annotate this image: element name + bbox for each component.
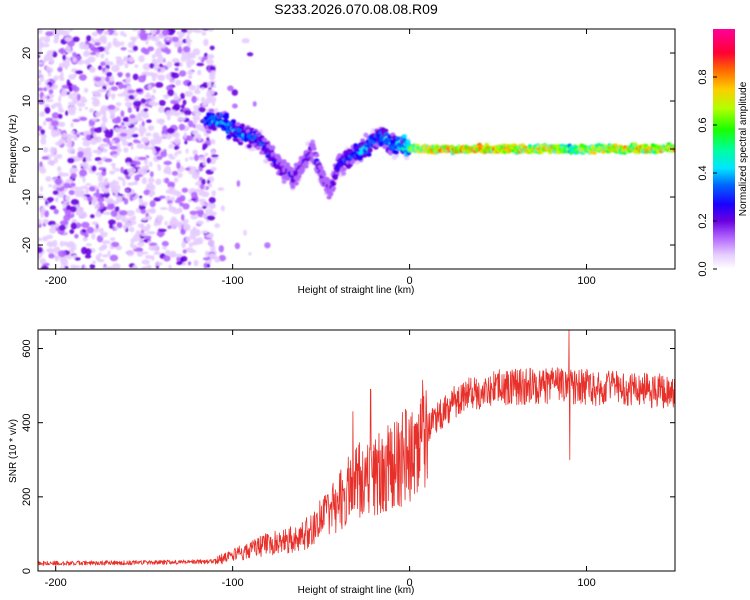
snr-y-tick-label: 0 — [21, 568, 33, 574]
snr-x-axis-label: Height of straight line (km) — [298, 585, 415, 596]
colorbar-gradient — [713, 29, 735, 269]
colorbar-tick-label: 0.2 — [697, 213, 709, 228]
colorbar-ticks: 0.0 0.2 0.4 0.6 0.8 — [697, 69, 717, 277]
colorbar-label: Normalized spectral amplitude — [738, 81, 749, 216]
spectrogram-y-tick-label: -10 — [21, 189, 33, 205]
spectrogram-x-tick-label: 0 — [407, 275, 413, 287]
snr-x-tick-label: -100 — [222, 577, 244, 589]
spectrogram-y-tick-label: 20 — [21, 47, 33, 59]
spectrogram-y-axis-label: Frequency (Hz) — [8, 115, 19, 184]
spectrogram-y-tick-label: -20 — [21, 237, 33, 253]
spectrogram-y-tick-label: 10 — [21, 95, 33, 107]
snr-axes: -200 -100 0 100 0 200 400 600 — [21, 330, 675, 589]
snr-frame — [37, 329, 676, 572]
spectrogram-ridge — [203, 108, 675, 200]
spectrogram-x-tick-label: -100 — [222, 275, 244, 287]
snr-y-tick-label: 200 — [21, 488, 33, 506]
colorbar-tick-label: 0.6 — [697, 117, 709, 132]
snr-x-tick-label: -200 — [45, 577, 67, 589]
spectrogram-noise — [38, 29, 271, 269]
snr-y-tick-label: 600 — [21, 339, 33, 357]
spectrogram-x-tick-label: 100 — [577, 275, 595, 287]
spectrogram-x-axis-label: Height of straight line (km) — [298, 285, 415, 296]
spectrogram-image — [38, 29, 675, 269]
colorbar-tick-label: 0.8 — [697, 69, 709, 84]
snr-y-axis-label: SNR (10 * v/v) — [8, 419, 19, 483]
colorbar: 0.0 0.2 0.4 0.6 0.8 Normalized spectral ampl… — [697, 29, 749, 277]
snr-panel: -200 -100 0 100 0 200 400 600 Height of straigh… — [8, 329, 676, 596]
spectrogram-x-tick-label: -200 — [45, 275, 67, 287]
spectrogram-y-tick-label: 0 — [21, 146, 33, 152]
snr-y-tick-label: 400 — [21, 414, 33, 432]
snr-x-tick-label: 100 — [577, 577, 595, 589]
snr-x-tick-label: 0 — [407, 577, 413, 589]
figure-title: S233.2026.070.08.08.R09 — [274, 1, 438, 17]
colorbar-tick-label: 0.0 — [697, 261, 709, 276]
colorbar-tick-label: 0.4 — [697, 165, 709, 180]
snr-series-line — [38, 330, 675, 566]
